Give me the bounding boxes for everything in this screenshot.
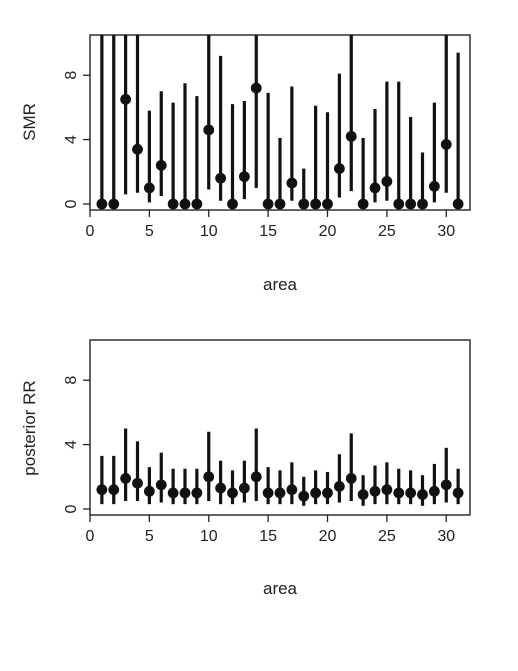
rr-point (322, 487, 333, 499)
smr-x-axis: 0 5 10 15 20 25 30 (86, 210, 455, 240)
rr-y-tick-label: 8 (63, 376, 80, 385)
smr-point (262, 198, 274, 210)
smr-point (369, 182, 381, 194)
smr-point (143, 182, 155, 194)
smr-y-tick-label: 8 (63, 71, 80, 80)
smr-point (417, 198, 428, 210)
rr-y-axis-title: posterior RR (20, 380, 39, 475)
rr-point (108, 484, 120, 496)
rr-y-tick-label: 4 (63, 440, 80, 449)
rr-y-tick-label: 0 (63, 504, 80, 513)
rr-point (405, 487, 417, 499)
smr-point (274, 198, 286, 210)
smr-point (132, 143, 143, 155)
rr-point (203, 471, 215, 483)
rr-point (333, 481, 345, 492)
smr-point (405, 198, 417, 210)
rr-point (215, 482, 227, 494)
smr-plot-frame (89, 34, 471, 211)
rr-point (238, 482, 250, 494)
rr-point (155, 479, 167, 491)
rr-point (357, 489, 369, 500)
rr-point (369, 485, 381, 497)
smr-point (227, 198, 238, 210)
rr-x-tick-label: 0 (86, 528, 95, 545)
smr-x-axis-title: area (263, 275, 298, 294)
rr-point (227, 487, 238, 499)
rr-point (452, 487, 464, 499)
rr-point (167, 487, 179, 499)
smr-point (298, 198, 310, 210)
smr-point (322, 198, 333, 210)
rr-point (345, 473, 357, 484)
smr-point (452, 198, 464, 210)
rr-point (250, 471, 262, 483)
smr-x-tick-label: 15 (259, 223, 277, 240)
rr-x-tick-label: 25 (378, 528, 396, 545)
rr-point (298, 490, 310, 502)
smr-x-tick-label: 0 (86, 223, 95, 240)
rr-x-tick-label: 15 (259, 528, 277, 545)
rr-point (417, 489, 428, 500)
rr-panel: 0 5 10 15 20 25 30 0 4 8 area posterior RR (20, 339, 471, 598)
rr-plot-frame (89, 339, 471, 516)
smr-point (286, 177, 298, 189)
smr-point (108, 198, 120, 210)
smr-point (381, 176, 393, 187)
rr-point (381, 484, 393, 496)
smr-x-tick-label: 30 (437, 223, 455, 240)
smr-x-tick-label: 5 (145, 223, 154, 240)
rr-point (191, 487, 203, 499)
rr-x-tick-label: 10 (200, 528, 218, 545)
rr-point (440, 479, 452, 491)
rr-x-axis: 0 5 10 15 20 25 30 (86, 515, 455, 545)
smr-point (96, 198, 108, 210)
smr-point (428, 180, 440, 192)
rr-x-tick-label: 5 (145, 528, 154, 545)
smr-point (167, 198, 179, 210)
smr-point (357, 198, 369, 210)
smr-panel: 0 5 10 15 20 25 30 0 4 8 area SMR (20, 34, 471, 294)
rr-y-axis: 0 4 8 (63, 376, 90, 513)
rr-point (286, 484, 298, 496)
rr-x-axis-title: area (263, 579, 298, 598)
smr-point (310, 198, 322, 210)
smr-point (345, 130, 357, 142)
rr-point (179, 487, 191, 499)
smr-point (155, 159, 167, 171)
smr-point (179, 198, 191, 210)
smr-point (250, 82, 262, 94)
rr-point (310, 487, 322, 499)
smr-point (238, 171, 250, 183)
smr-intervals (100, 35, 460, 204)
rr-point (428, 485, 440, 497)
smr-y-tick-label: 4 (63, 135, 80, 144)
rr-point (274, 487, 286, 499)
smr-x-tick-label: 20 (319, 223, 337, 240)
rr-point (143, 485, 155, 497)
smr-x-tick-label: 10 (200, 223, 218, 240)
smr-y-axis-title: SMR (20, 103, 39, 141)
smr-point (393, 198, 405, 210)
rr-point (132, 477, 143, 489)
smr-point (191, 198, 203, 210)
rr-x-tick-label: 30 (437, 528, 455, 545)
smr-point (215, 172, 227, 184)
rr-points (96, 471, 464, 502)
smr-x-tick-label: 25 (378, 223, 396, 240)
smr-y-axis: 0 4 8 (63, 71, 90, 208)
smr-point (203, 124, 215, 136)
smr-point (120, 93, 132, 105)
smr-y-tick-label: 0 (63, 199, 80, 208)
smr-point (440, 139, 452, 150)
smr-point (333, 163, 345, 174)
smr-points (96, 82, 464, 210)
rr-point (96, 484, 108, 496)
rr-x-tick-label: 20 (319, 528, 337, 545)
rr-point (120, 473, 132, 484)
rr-point (262, 487, 274, 499)
rr-point (393, 487, 405, 499)
